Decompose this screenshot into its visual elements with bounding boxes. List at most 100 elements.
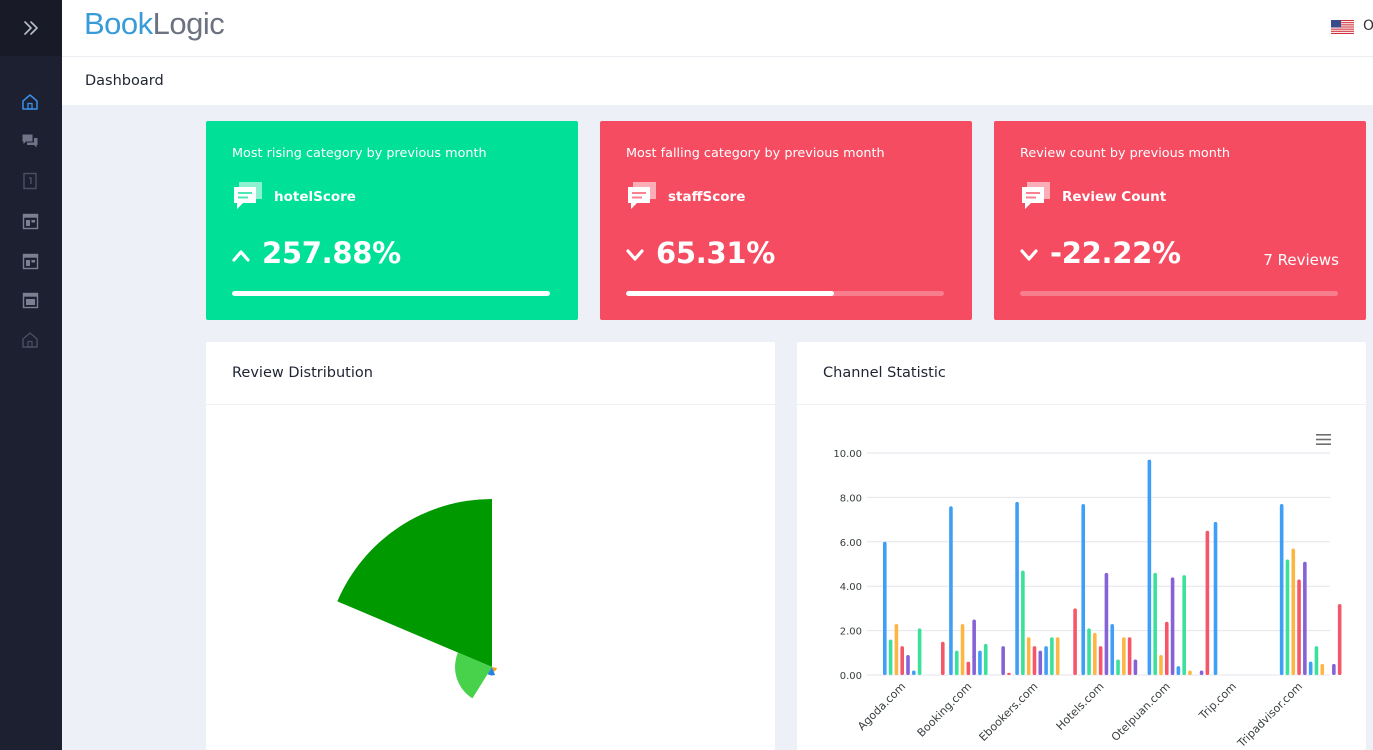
polar-segment-3[interactable] <box>492 667 497 672</box>
bar[interactable] <box>1337 603 1342 675</box>
bar[interactable] <box>1098 646 1103 675</box>
bar[interactable] <box>978 650 982 675</box>
bar[interactable] <box>954 650 959 675</box>
polar-segment-0[interactable] <box>337 499 492 667</box>
stat-card-progress-fill <box>232 291 550 296</box>
bar[interactable] <box>1332 663 1336 675</box>
bar[interactable] <box>941 641 945 675</box>
bar[interactable] <box>1087 628 1091 675</box>
bar[interactable] <box>1007 672 1011 675</box>
sidebar-item-window-1[interactable] <box>19 210 41 232</box>
bar[interactable] <box>1081 504 1086 675</box>
bar[interactable] <box>1104 572 1109 675</box>
bar[interactable] <box>1213 521 1218 675</box>
stat-card-category: hotelScore <box>274 189 356 205</box>
bar[interactable] <box>1297 579 1301 675</box>
stat-card-caption: Most rising category by previous month <box>232 146 487 161</box>
bar[interactable] <box>1116 659 1120 675</box>
bar[interactable] <box>1164 621 1169 675</box>
bar[interactable] <box>1188 670 1192 675</box>
bar[interactable] <box>1127 637 1132 675</box>
bar[interactable] <box>1320 663 1325 675</box>
bar[interactable] <box>1133 659 1138 675</box>
bar[interactable] <box>1110 623 1115 675</box>
bar[interactable] <box>1073 608 1077 675</box>
brand-logo-second: Logic <box>152 6 225 41</box>
chevron-down-icon <box>1020 249 1038 261</box>
y-tick-label: 8.00 <box>840 493 862 504</box>
stat-card-review-count: Review count by previous month Review Co… <box>994 121 1366 320</box>
bar[interactable] <box>1050 637 1054 675</box>
x-tick-label: Trip.com <box>1196 680 1239 723</box>
bar[interactable] <box>1093 632 1097 675</box>
channel-statistic-panel: Channel Statistic 0.00 2.00 4.00 6.00 8.00 10… <box>797 342 1366 750</box>
y-tick-label: 0.00 <box>840 671 862 682</box>
bar[interactable] <box>1285 559 1290 675</box>
bar[interactable] <box>1147 459 1152 675</box>
bar[interactable] <box>972 619 976 676</box>
bar[interactable] <box>912 670 916 675</box>
bar[interactable] <box>960 623 965 675</box>
sidebar-item-window-3[interactable] <box>19 289 41 311</box>
bar[interactable] <box>1026 637 1031 675</box>
bar[interactable] <box>1055 637 1060 675</box>
stat-card-caption: Most falling category by previous month <box>626 146 885 161</box>
bar[interactable] <box>1279 504 1284 675</box>
review-distribution-panel: Review Distribution <box>206 342 775 750</box>
window-icon <box>22 253 38 269</box>
document-icon <box>23 172 37 190</box>
bar[interactable] <box>1308 661 1313 675</box>
chat-bubbles-icon <box>22 134 38 148</box>
sidebar-toggle-button[interactable] <box>0 0 62 56</box>
stat-card-rising: Most rising category by previous month h… <box>206 121 578 320</box>
bar[interactable] <box>949 506 953 675</box>
sidebar <box>0 0 62 750</box>
chat-bubbles-icon <box>1022 182 1050 209</box>
sidebar-item-home[interactable] <box>19 91 41 113</box>
brand-logo[interactable]: BookLogic <box>84 6 225 42</box>
bar[interactable] <box>1032 646 1037 675</box>
sidebar-item-documents[interactable] <box>19 170 41 192</box>
bar[interactable] <box>1001 646 1005 675</box>
page-title: Dashboard <box>85 73 164 89</box>
sidebar-item-window-2[interactable] <box>19 250 41 272</box>
bar[interactable] <box>1170 577 1175 675</box>
bar[interactable] <box>1176 666 1181 675</box>
bar[interactable] <box>1303 561 1307 675</box>
bar[interactable] <box>983 643 988 675</box>
user-menu-initial[interactable]: O <box>1363 18 1373 34</box>
bar[interactable] <box>1182 575 1186 675</box>
bar[interactable] <box>1199 670 1204 675</box>
bar[interactable] <box>1291 548 1296 675</box>
bar[interactable] <box>917 628 922 675</box>
us-flag-icon[interactable] <box>1331 20 1354 34</box>
bar[interactable] <box>1205 530 1210 675</box>
channel-statistic-chart: 0.00 2.00 4.00 6.00 8.00 10.00 Agoda.com Bookin… <box>833 449 1342 750</box>
bar[interactable] <box>1021 570 1025 675</box>
bar[interactable] <box>1153 572 1157 675</box>
polar-segment-1[interactable] <box>455 652 492 699</box>
bar[interactable] <box>1314 646 1319 675</box>
bar[interactable] <box>883 541 887 675</box>
hamburger-menu-icon[interactable] <box>1316 434 1331 445</box>
stat-card-percent: -22.22% <box>1050 236 1181 270</box>
stat-card-progress-bar <box>1020 291 1338 296</box>
bar[interactable] <box>1044 646 1048 675</box>
bar[interactable] <box>1122 637 1126 675</box>
panel-title: Review Distribution <box>206 342 775 405</box>
bar[interactable] <box>1159 655 1163 675</box>
bar[interactable] <box>906 655 910 675</box>
bar[interactable] <box>966 661 971 675</box>
bar[interactable] <box>1038 650 1043 675</box>
polar-segment-2[interactable] <box>487 667 496 676</box>
window-icon <box>22 213 38 229</box>
x-tick-label: Hotels.com <box>1054 680 1107 733</box>
bar[interactable] <box>900 646 904 675</box>
bar[interactable] <box>888 639 893 675</box>
sidebar-item-reviews[interactable] <box>19 130 41 152</box>
bar[interactable] <box>894 623 899 675</box>
bar[interactable] <box>1015 501 1019 675</box>
sidebar-item-building[interactable] <box>19 329 41 351</box>
chevron-down-icon <box>626 249 644 261</box>
stat-card-progress-bar <box>626 291 944 296</box>
